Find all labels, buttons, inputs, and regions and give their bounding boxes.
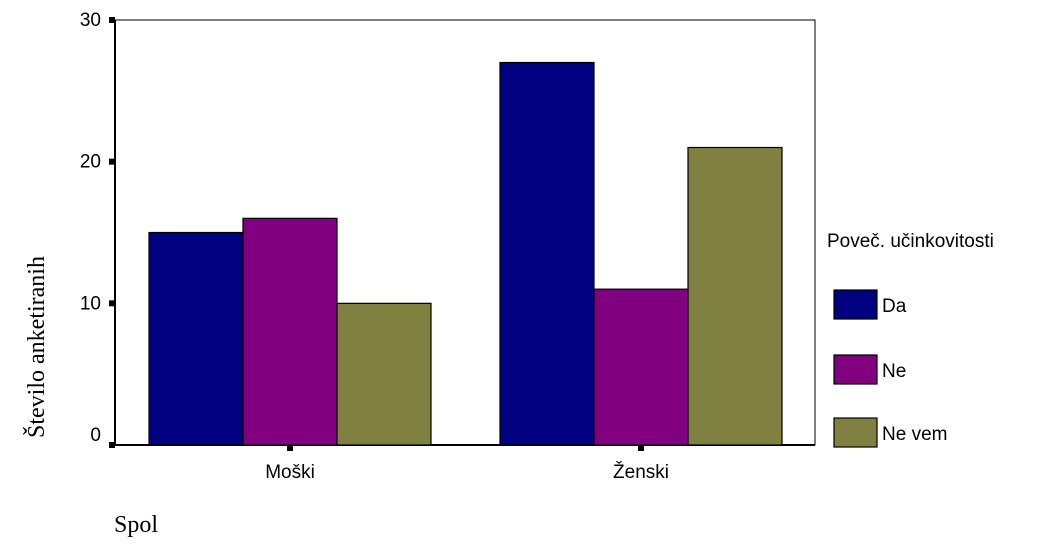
bar-ne-vem-1 xyxy=(687,146,783,446)
x-tick-mark xyxy=(638,445,644,451)
legend-label-ne-vem: Ne vem xyxy=(882,424,947,445)
bar-ne-vem-0 xyxy=(336,302,432,446)
legend: Poveč. učinkovitosti Da Ne Ne vem xyxy=(827,231,994,448)
bar-da-0 xyxy=(148,231,244,446)
legend-swatch-da xyxy=(833,289,878,320)
y-tick-label: 0 xyxy=(90,425,101,446)
y-ticks-group: 0 10 20 30 xyxy=(80,10,115,448)
bar-ne-0 xyxy=(242,217,338,446)
legend-label-ne: Ne xyxy=(882,361,906,382)
legend-title: Poveč. učinkovitosti xyxy=(827,231,994,252)
x-tick-mark xyxy=(287,445,293,451)
y-tick-label: 30 xyxy=(80,10,101,31)
y-axis-title: Število anketiranih xyxy=(23,256,50,438)
legend-label-da: Da xyxy=(882,296,907,317)
y-tick-mark xyxy=(109,442,115,448)
bars-group xyxy=(148,61,783,446)
y-tick-label: 10 xyxy=(80,293,101,314)
legend-swatch-ne xyxy=(833,354,878,385)
bar-da-1 xyxy=(499,61,595,446)
x-tick-label: Moški xyxy=(265,462,315,483)
x-tick-label: Ženski xyxy=(613,461,669,483)
y-tick-mark xyxy=(109,300,115,307)
y-tick-mark xyxy=(109,17,115,23)
y-tick-label: 20 xyxy=(80,152,101,173)
x-ticks-group: Moški Ženski xyxy=(265,445,669,483)
legend-swatch-ne-vem xyxy=(833,417,878,448)
x-axis-title: Spol xyxy=(114,512,158,538)
y-tick-mark xyxy=(109,158,115,165)
bar-ne-1 xyxy=(593,288,689,446)
